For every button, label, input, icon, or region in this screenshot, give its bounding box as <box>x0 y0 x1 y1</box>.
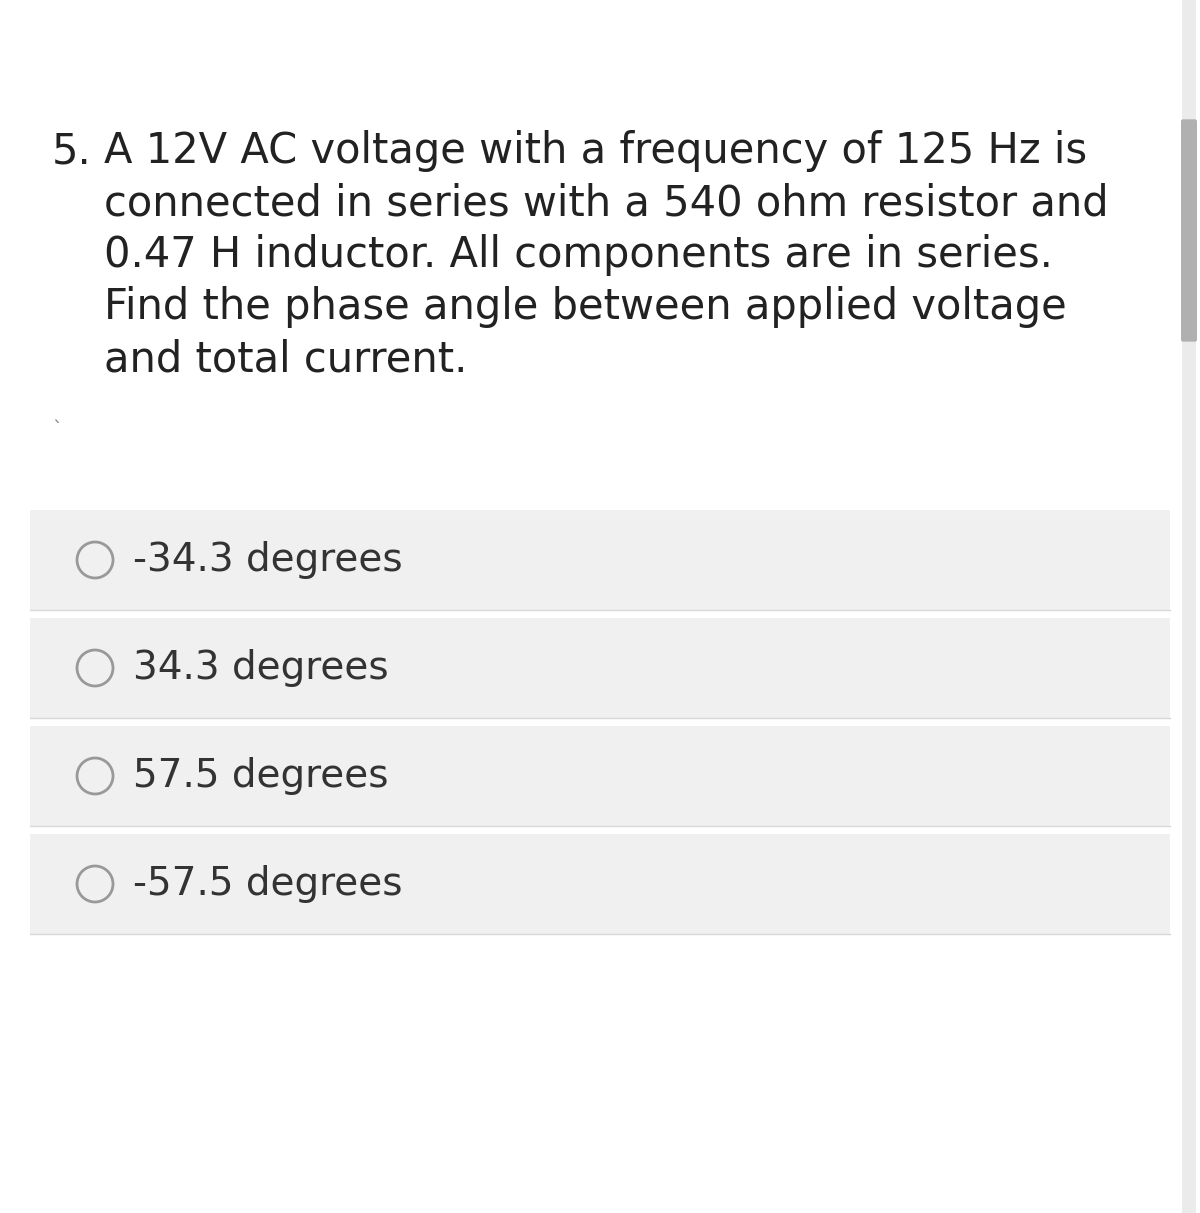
Text: 57.5 degrees: 57.5 degrees <box>133 757 389 795</box>
Text: and total current.: and total current. <box>104 338 467 380</box>
FancyBboxPatch shape <box>30 835 1170 934</box>
Text: Find the phase angle between applied voltage: Find the phase angle between applied vol… <box>104 286 1067 328</box>
Text: 34.3 degrees: 34.3 degrees <box>133 649 389 687</box>
FancyBboxPatch shape <box>30 727 1170 826</box>
Text: 5.: 5. <box>52 130 91 172</box>
Text: -34.3 degrees: -34.3 degrees <box>133 541 403 579</box>
Text: A 12V AC voltage with a frequency of 125 Hz is: A 12V AC voltage with a frequency of 125… <box>104 130 1087 172</box>
FancyBboxPatch shape <box>1182 0 1196 1213</box>
Text: -57.5 degrees: -57.5 degrees <box>133 865 402 902</box>
FancyBboxPatch shape <box>1181 119 1198 342</box>
Text: connected in series with a 540 ohm resistor and: connected in series with a 540 ohm resis… <box>104 182 1109 224</box>
FancyBboxPatch shape <box>30 617 1170 718</box>
FancyBboxPatch shape <box>30 509 1170 610</box>
Text: 0.47 H inductor. All components are in series.: 0.47 H inductor. All components are in s… <box>104 234 1052 277</box>
Text: `: ` <box>52 420 61 439</box>
